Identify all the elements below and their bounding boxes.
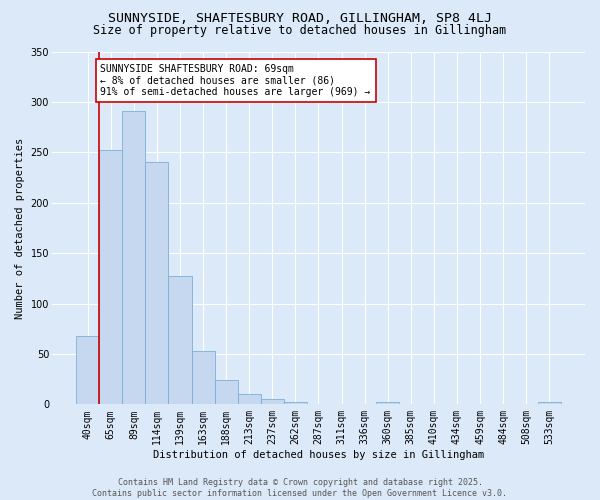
Bar: [261, 400, 284, 404]
Bar: [145, 162, 169, 404]
Bar: [76, 336, 99, 404]
Bar: [215, 380, 238, 404]
Bar: [169, 276, 191, 404]
Bar: [238, 394, 261, 404]
Text: SUNNYSIDE, SHAFTESBURY ROAD, GILLINGHAM, SP8 4LJ: SUNNYSIDE, SHAFTESBURY ROAD, GILLINGHAM,…: [108, 12, 492, 26]
Bar: [538, 402, 561, 404]
X-axis label: Distribution of detached houses by size in Gillingham: Distribution of detached houses by size …: [153, 450, 484, 460]
Bar: [191, 351, 215, 405]
Text: SUNNYSIDE SHAFTESBURY ROAD: 69sqm
← 8% of detached houses are smaller (86)
91% o: SUNNYSIDE SHAFTESBURY ROAD: 69sqm ← 8% o…: [100, 64, 371, 97]
Bar: [99, 150, 122, 404]
Bar: [284, 402, 307, 404]
Text: Size of property relative to detached houses in Gillingham: Size of property relative to detached ho…: [94, 24, 506, 37]
Bar: [376, 402, 399, 404]
Text: Contains HM Land Registry data © Crown copyright and database right 2025.
Contai: Contains HM Land Registry data © Crown c…: [92, 478, 508, 498]
Bar: [122, 111, 145, 405]
Y-axis label: Number of detached properties: Number of detached properties: [15, 138, 25, 318]
